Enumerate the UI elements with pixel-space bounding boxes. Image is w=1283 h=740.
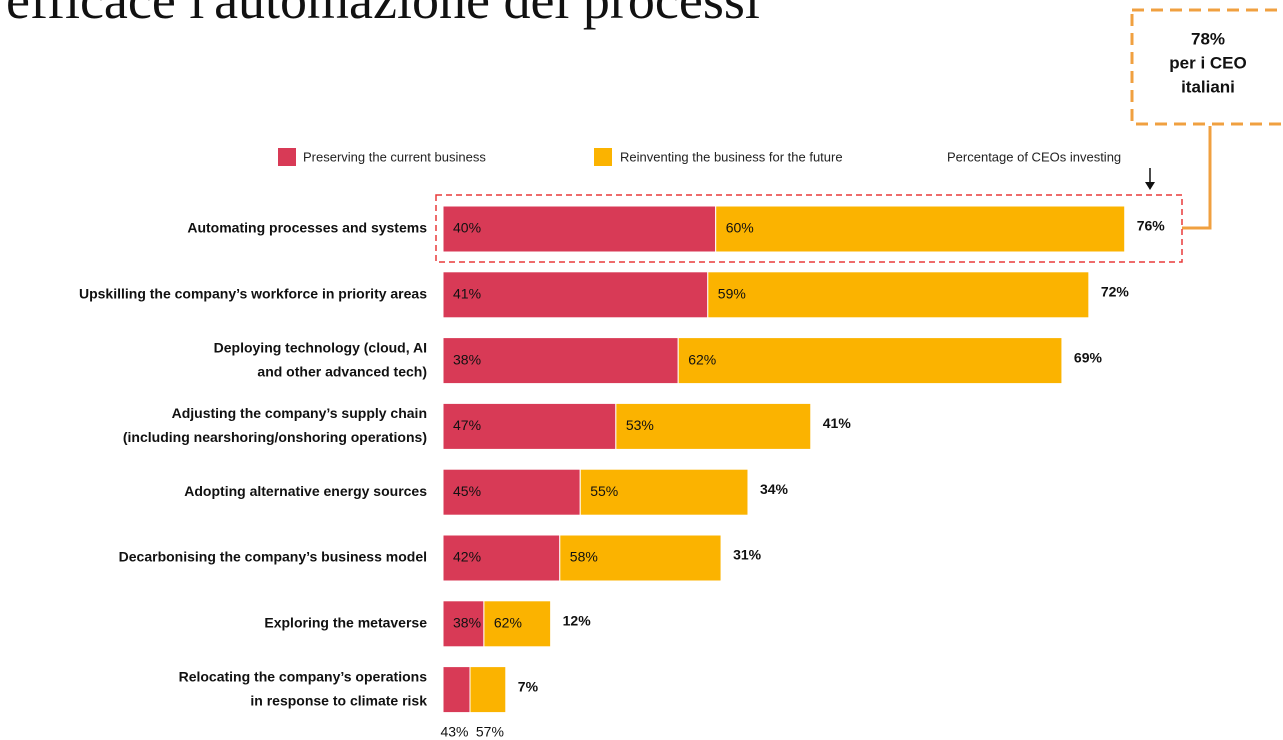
- bar-segment: [559, 534, 722, 582]
- bar-segment: [707, 271, 1090, 319]
- total-label: 41%: [823, 415, 852, 431]
- bar-value-label: 38%: [453, 615, 481, 631]
- bar-value-label: 42%: [453, 549, 481, 565]
- bar-segment: [677, 337, 1063, 385]
- bar-value-label: 40%: [453, 220, 481, 236]
- bar-segment: [442, 205, 717, 253]
- category-label: Adjusting the company’s supply chain: [172, 405, 427, 421]
- bar-segment: [442, 337, 679, 385]
- legend-label: Reinventing the business for the future: [620, 149, 843, 164]
- bar-value-label: 55%: [590, 483, 618, 499]
- bar-value-label: 43%: [440, 723, 468, 739]
- bar-segment: [442, 534, 561, 582]
- total-label: 76%: [1137, 218, 1166, 234]
- slide-title: efficace l'automazione dei processi: [6, 0, 760, 30]
- category-label: Automating processes and systems: [187, 220, 427, 236]
- legend-label: Percentage of CEOs investing: [947, 149, 1121, 164]
- category-label: in response to climate risk: [250, 692, 427, 708]
- bar-value-label: 38%: [453, 351, 481, 367]
- bar-segment: [442, 666, 471, 714]
- bar-segment: [715, 205, 1126, 253]
- category-label: Deploying technology (cloud, AI: [214, 339, 427, 355]
- bar-segment: [442, 271, 709, 319]
- bar-segment: [442, 468, 581, 516]
- callout-connector: [1182, 126, 1212, 230]
- bar-value-label: 59%: [718, 286, 746, 302]
- bar-segment: [483, 600, 552, 648]
- bar-value-label: 58%: [570, 549, 598, 565]
- total-label: 34%: [760, 481, 789, 497]
- bar-value-label: 62%: [494, 615, 522, 631]
- total-label: 69%: [1074, 349, 1103, 365]
- bar-value-label: 60%: [726, 220, 754, 236]
- total-label: 7%: [518, 678, 539, 694]
- total-label: 72%: [1101, 284, 1130, 300]
- category-label: Decarbonising the company’s business mod…: [119, 549, 427, 565]
- bar-value-label: 57%: [476, 723, 504, 739]
- callout-text: 78%: [1191, 29, 1225, 48]
- legend-swatch: [594, 148, 612, 166]
- bar-value-label: 62%: [688, 351, 716, 367]
- bar-segment: [469, 666, 507, 714]
- category-label: Upskilling the company’s workforce in pr…: [79, 286, 427, 302]
- bar-value-label: 53%: [626, 417, 654, 433]
- category-label: Adopting alternative energy sources: [184, 483, 427, 499]
- bar-segment: [579, 468, 749, 516]
- highlight-box: [435, 194, 1183, 263]
- bar-segment: [442, 402, 617, 450]
- total-label: 31%: [733, 547, 762, 563]
- callout-text: per i CEO: [1169, 53, 1246, 72]
- category-label: Exploring the metaverse: [264, 615, 427, 631]
- legend-label: Preserving the current business: [303, 149, 486, 164]
- legend-arrow-head: [1145, 182, 1155, 190]
- callout-box: [1130, 8, 1283, 126]
- bar-value-label: 41%: [453, 286, 481, 302]
- category-label: Relocating the company’s operations: [179, 668, 428, 684]
- legend-swatch: [278, 148, 296, 166]
- category-label: (including nearshoring/onshoring operati…: [123, 429, 427, 445]
- bar-value-label: 47%: [453, 417, 481, 433]
- bar-value-label: 45%: [453, 483, 481, 499]
- callout-text: italiani: [1181, 77, 1235, 96]
- bar-segment: [615, 402, 812, 450]
- total-label: 12%: [563, 613, 592, 629]
- category-label: and other advanced tech): [257, 363, 427, 379]
